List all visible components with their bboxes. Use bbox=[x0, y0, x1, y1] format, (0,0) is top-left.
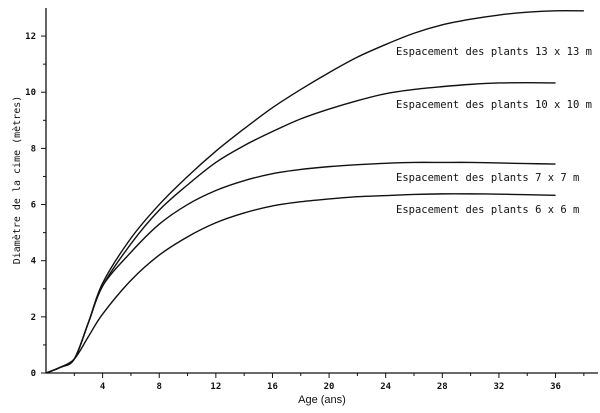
series-labels: Espacement des plants 13 x 13 m Espacemen… bbox=[396, 46, 592, 216]
series-label: Espacement des plants 10 x 10 m bbox=[396, 99, 592, 111]
x-tick-label: 32 bbox=[494, 382, 505, 392]
series-label: Espacement des plants 13 x 13 m bbox=[396, 46, 592, 58]
series-label: Espacement des plants 6 x 6 m bbox=[396, 204, 579, 216]
series-line-curve-10x10 bbox=[45, 81, 556, 374]
y-tick-label: 0 bbox=[31, 369, 36, 379]
x-tick-label: 12 bbox=[210, 382, 221, 392]
x-tick-label: 36 bbox=[550, 382, 561, 392]
x-tick-label: 24 bbox=[380, 382, 391, 392]
curves bbox=[45, 10, 584, 374]
x-tick-label: 20 bbox=[324, 382, 335, 392]
x-tick-label: 28 bbox=[437, 382, 448, 392]
series-line-curve-13x13 bbox=[45, 10, 584, 374]
series-line-curve-7x7 bbox=[45, 161, 556, 374]
series-line-curve-6x6 bbox=[45, 193, 556, 374]
x-tick-label: 4 bbox=[100, 382, 106, 392]
y-tick-label: 6 bbox=[31, 201, 36, 211]
y-tick-label: 4 bbox=[31, 257, 37, 267]
axes bbox=[45, 8, 598, 374]
x-tick-label: 16 bbox=[267, 382, 278, 392]
y-tick-label: 12 bbox=[25, 32, 36, 42]
y-axis-title: Diamètre de la cime (mètres) bbox=[11, 96, 23, 265]
y-tick-label: 10 bbox=[25, 88, 36, 98]
y-tick-label: 2 bbox=[31, 313, 36, 323]
y-tick-label: 8 bbox=[31, 144, 36, 154]
series-label: Espacement des plants 7 x 7 m bbox=[396, 172, 579, 184]
x-tick-label: 8 bbox=[157, 382, 162, 392]
x-axis-title: Age (ans) bbox=[298, 394, 346, 406]
